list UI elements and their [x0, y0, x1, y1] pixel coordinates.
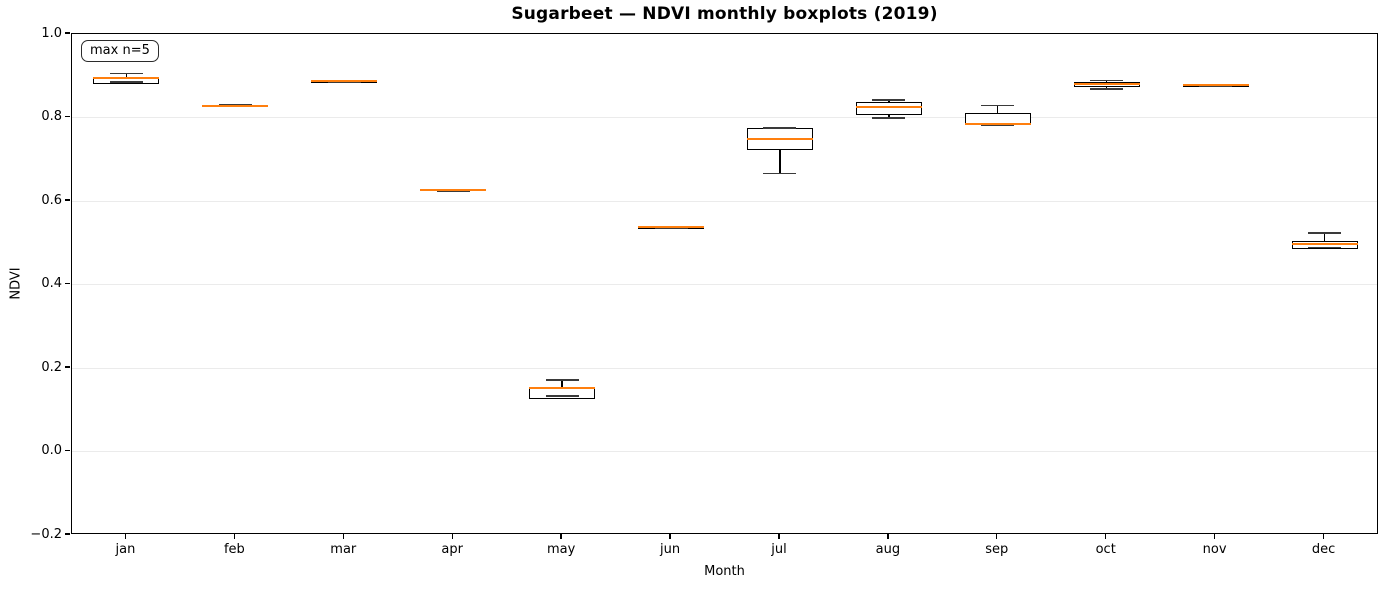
x-tick-mark [451, 534, 453, 539]
median-line [420, 189, 487, 192]
x-axis-label: Month [704, 564, 745, 579]
x-tick-label-sep: sep [985, 542, 1009, 557]
iqr-box [855, 102, 922, 115]
upper-cap [1090, 80, 1124, 82]
x-tick-label-nov: nov [1202, 542, 1227, 557]
y-tick-mark [65, 115, 70, 118]
x-tick-label-aug: aug [875, 542, 901, 557]
upper-whisker [997, 105, 999, 114]
y-tick-mark [65, 32, 70, 34]
lower-cap [109, 81, 143, 83]
x-tick-mark [996, 534, 998, 539]
y-tick-mark [65, 366, 70, 368]
median-line [529, 387, 596, 390]
median-line [638, 226, 705, 229]
gridline [72, 200, 1377, 202]
x-tick-mark [1322, 534, 1325, 539]
upper-cap [109, 72, 143, 75]
y-tick-mark [65, 449, 70, 452]
y-tick-label: 1.0 [41, 25, 62, 41]
y-tick-label: 0.0 [41, 443, 62, 458]
gridline [72, 451, 1377, 452]
lower-cap [545, 395, 579, 397]
lower-cap [1090, 88, 1124, 90]
lower-cap [981, 124, 1015, 126]
x-tick-label-jun: jun [659, 542, 681, 557]
x-tick-mark [669, 534, 671, 539]
lower-cap [763, 172, 797, 175]
median-line [1073, 82, 1140, 85]
median-line [1291, 243, 1358, 246]
x-tick-label-oct: oct [1095, 542, 1116, 557]
y-tick-mark [65, 282, 70, 285]
median-line [855, 106, 922, 109]
x-tick-label-may: may [546, 542, 576, 557]
median-line [746, 138, 813, 141]
upper-cap [545, 379, 579, 381]
upper-whisker [125, 73, 128, 77]
chart-title: Sugarbeet — NDVI monthly boxplots (2019) [511, 4, 938, 24]
x-tick-mark [778, 534, 780, 539]
x-tick-label-dec: dec [1311, 542, 1336, 557]
lower-cap [436, 190, 470, 193]
median-line [1182, 84, 1249, 87]
gridline [72, 284, 1377, 285]
upper-cap [763, 127, 797, 129]
lower-whisker [1106, 86, 1108, 90]
y-tick-label: −0.2 [30, 526, 62, 542]
lower-cap [872, 117, 906, 119]
y-tick-label: 0.4 [41, 276, 62, 291]
upper-cap [872, 99, 906, 101]
x-tick-mark [124, 534, 127, 539]
upper-cap [1308, 232, 1342, 234]
lower-whisker [779, 149, 781, 174]
y-tick-label: 0.8 [41, 109, 62, 124]
y-tick-mark [65, 199, 70, 201]
x-tick-mark [1213, 534, 1216, 539]
x-tick-mark [342, 534, 344, 539]
median-line [202, 104, 269, 107]
upper-whisker [561, 380, 563, 388]
lower-whisker [888, 114, 890, 118]
y-tick-label: 0.6 [41, 192, 62, 208]
plot-area: max n=5 [71, 33, 1378, 534]
gridline [72, 367, 1377, 369]
median-line [93, 77, 160, 80]
x-tick-mark [560, 534, 562, 539]
lower-cap [1308, 247, 1342, 249]
upper-whisker [1323, 233, 1326, 242]
upper-cap [981, 104, 1015, 107]
upper-whisker [888, 99, 890, 103]
annotation-max-n: max n=5 [81, 40, 159, 62]
y-tick-label: 0.2 [41, 359, 62, 375]
x-tick-mark [1105, 534, 1107, 539]
x-tick-label-jan: jan [115, 542, 136, 557]
x-tick-mark [887, 534, 889, 539]
x-tick-label-jul: jul [771, 542, 787, 557]
x-tick-label-feb: feb [223, 542, 245, 557]
median-line [964, 122, 1031, 125]
y-tick-mark [65, 533, 70, 535]
median-line [311, 80, 378, 83]
x-tick-label-mar: mar [330, 542, 357, 557]
gridline [72, 117, 1377, 118]
x-tick-mark [233, 534, 236, 539]
x-tick-label-apr: apr [441, 542, 463, 557]
